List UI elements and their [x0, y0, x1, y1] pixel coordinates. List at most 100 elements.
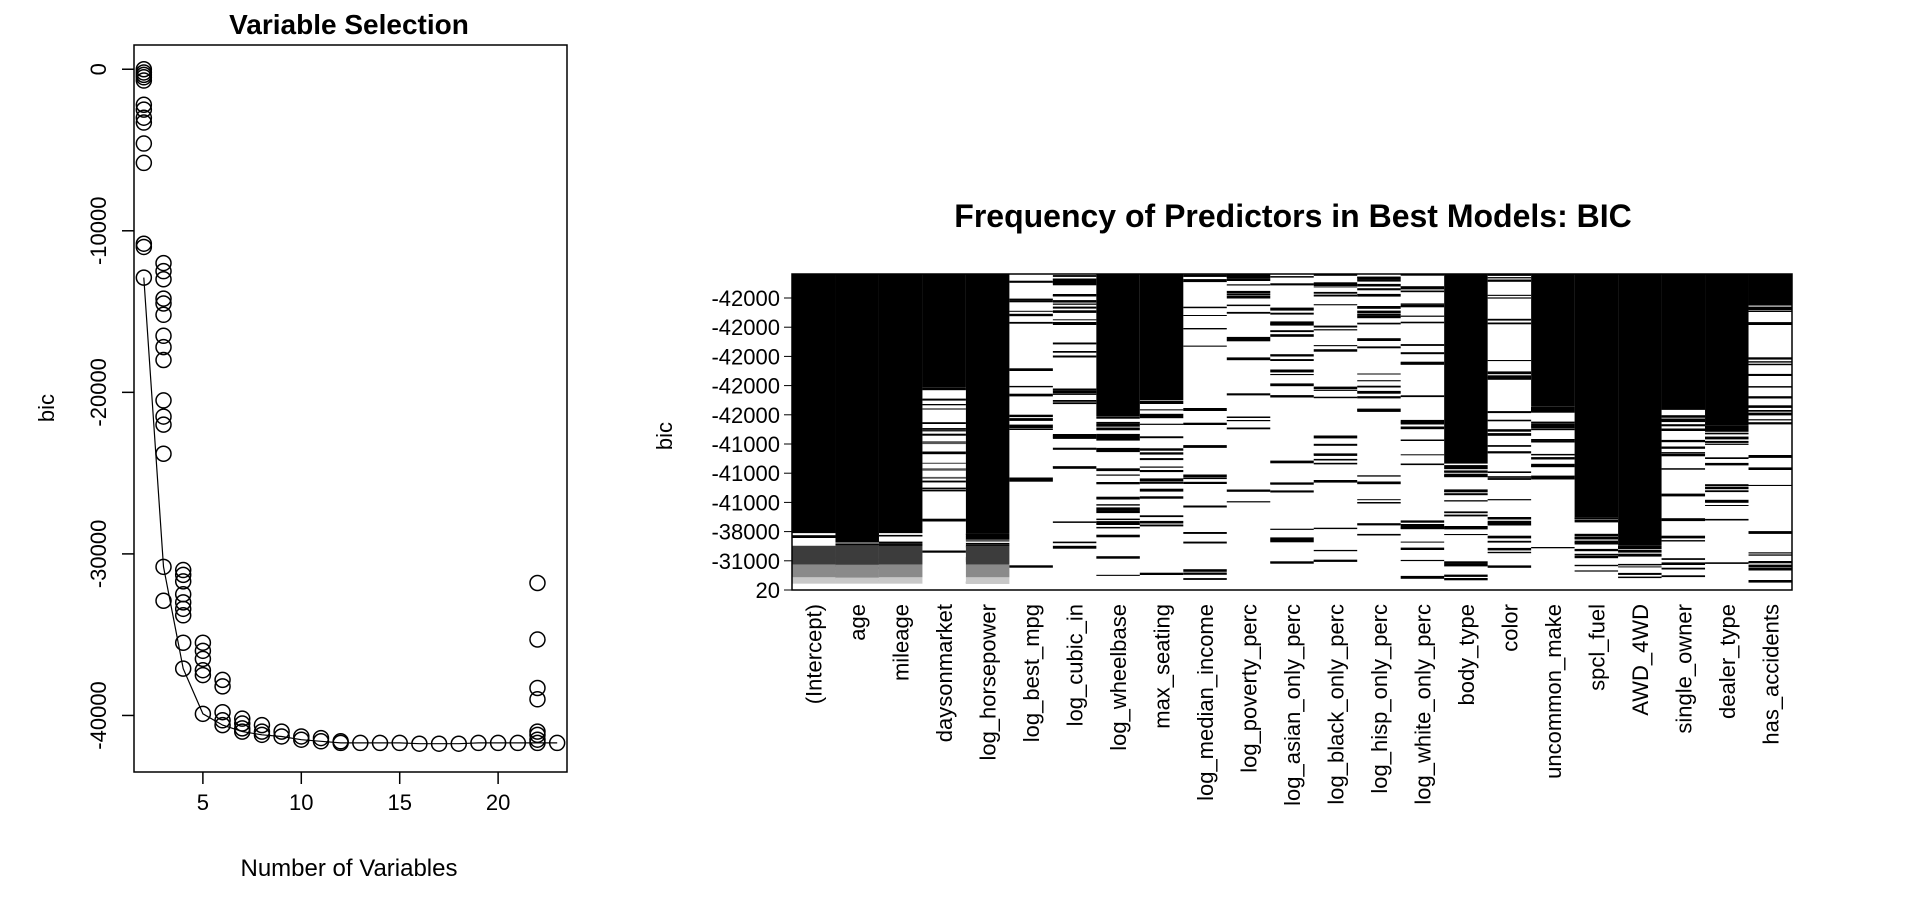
heatmap-cell-stripe [1705, 518, 1750, 521]
heatmap-cell-stripe [1183, 274, 1228, 277]
heatmap-cell-stripe [1052, 275, 1097, 277]
bic-point [135, 109, 153, 126]
heatmap-cell-stripe [1748, 531, 1793, 534]
heatmap-cell-stripe [1270, 490, 1315, 493]
bic-point [135, 269, 153, 286]
left-y-tick-label: -20000 [86, 358, 111, 427]
heatmap-cell-stripe [1096, 450, 1141, 453]
heatmap-cell-stripe [1444, 561, 1489, 564]
heatmap-cell-stripe [1400, 559, 1445, 562]
heatmap-cell-stripe [1487, 499, 1532, 501]
heatmap-column [1313, 274, 1358, 590]
heatmap-cell-stripe [1357, 475, 1402, 477]
heatmap-cell-stripe [1748, 552, 1793, 554]
heatmap-column [1400, 274, 1445, 590]
heatmap-cell-stripe [1400, 520, 1445, 523]
heatmap-cell-stripe [1444, 466, 1489, 470]
heatmap-y-tick-label: -41000 [711, 490, 780, 515]
heatmap-cell-stripe [922, 550, 967, 553]
heatmap-cell-stripe [1531, 426, 1576, 429]
heatmap-cell-stripe [1618, 563, 1663, 566]
heatmap-cell-stripe [1357, 523, 1402, 526]
heatmap-cell-stripe [1705, 490, 1750, 493]
heatmap-cell-stripe [1009, 428, 1054, 430]
heatmap-cell-stripe [1096, 534, 1141, 538]
bic-point [529, 631, 546, 648]
heatmap-cell-stripe [922, 387, 967, 391]
heatmap-column [1357, 274, 1402, 590]
heatmap-cell-stripe [1705, 425, 1750, 427]
heatmap-cell-stripe [1096, 521, 1141, 524]
heatmap-cell-stripe [1705, 443, 1750, 445]
heatmap-cell-stripe [922, 489, 967, 492]
heatmap-cell-stripe [1096, 436, 1141, 439]
bic-point [293, 728, 310, 745]
heatmap-cell-stripe [1357, 310, 1402, 314]
heatmap-cell-included [1748, 274, 1793, 306]
bic-point [155, 416, 172, 433]
heatmap-cell-stripe [1313, 453, 1358, 455]
heatmap-column [922, 274, 967, 590]
heatmap-cell-stripe [1270, 539, 1315, 543]
heatmap-cell-stripe [1574, 548, 1619, 552]
heatmap-cell-stripe [1096, 437, 1141, 441]
heatmap-cell-stripe [1400, 305, 1445, 308]
heatmap-cell-stripe [1748, 580, 1793, 583]
heatmap-cell-stripe [1487, 375, 1532, 379]
heatmap-cell-included [1444, 274, 1489, 464]
heatmap-cell-stripe [1357, 306, 1402, 309]
heatmap-cell-stripe [1139, 488, 1184, 492]
heatmap-cell-stripe [1661, 439, 1706, 443]
heatmap-cell-stripe [1052, 447, 1097, 450]
heatmap-cell-stripe [1183, 408, 1228, 411]
heatmap-cell-stripe [1313, 291, 1358, 294]
heatmap-cell-stripe [1270, 307, 1315, 310]
bic-point [135, 235, 153, 252]
predictor-label: age [845, 604, 870, 641]
heatmap-cell-stripe [1748, 554, 1793, 556]
heatmap-cell-stripe [1487, 360, 1532, 362]
bic-point [194, 705, 212, 723]
heatmap-cell-background [1748, 274, 1793, 590]
heatmap-cell-stripe [1226, 393, 1271, 396]
predictor-frequency-plot: Frequency of Predictors in Best Models: … [652, 198, 1793, 806]
heatmap-cell-stripe [1661, 558, 1706, 560]
heatmap-cell-stripe [1096, 510, 1141, 514]
left-x-tick-label: 5 [197, 790, 209, 815]
heatmap-cell-stripe [1313, 527, 1358, 530]
heatmap-cell-stripe [1183, 446, 1228, 448]
heatmap-cell-stripe [922, 428, 967, 430]
heatmap-cell-stripe [1052, 295, 1097, 297]
heatmap-cell-stripe [922, 398, 967, 401]
heatmap-cell-stripe [1705, 436, 1750, 440]
heatmap-cell-stripe [1226, 278, 1271, 280]
heatmap-cell-stripe [1661, 575, 1706, 578]
left-y-tick-label: -40000 [86, 681, 111, 750]
bic-point [312, 733, 330, 750]
heatmap-cell-stripe [1052, 281, 1097, 284]
bic-point [489, 734, 507, 752]
heatmap-cell-stripe [1009, 424, 1054, 427]
heatmap-cell-stripe [1661, 518, 1706, 522]
heatmap-cell-stripe [1574, 538, 1619, 540]
heatmap-cell-stripe [1444, 465, 1489, 468]
heatmap-cell-stripe [1096, 423, 1141, 426]
heatmap-cell-stripe [1400, 547, 1445, 550]
heatmap-cell-stripe [1226, 420, 1271, 422]
predictor-label: single_owner [1671, 604, 1696, 734]
left-x-tick-label: 10 [289, 790, 313, 815]
heatmap-cell-stripe [1487, 318, 1532, 321]
heatmap-cell-stripe [1052, 281, 1097, 283]
heatmap-cell-stripe [1661, 419, 1706, 421]
heatmap-cell-stripe [1052, 282, 1097, 286]
heatmap-cell-stripe [1748, 567, 1793, 571]
bic-point [470, 734, 487, 752]
heatmap-cell-stripe [1226, 275, 1271, 278]
heatmap-cell-stripe [1487, 524, 1532, 526]
heatmap-cell-stripe [1661, 540, 1706, 542]
bic-point [135, 101, 153, 118]
heatmap-cell-stripe [1400, 361, 1445, 365]
bic-point [155, 254, 172, 272]
heatmap-cell-stripe [1574, 555, 1619, 559]
heatmap-cell-stripe [1574, 517, 1619, 519]
